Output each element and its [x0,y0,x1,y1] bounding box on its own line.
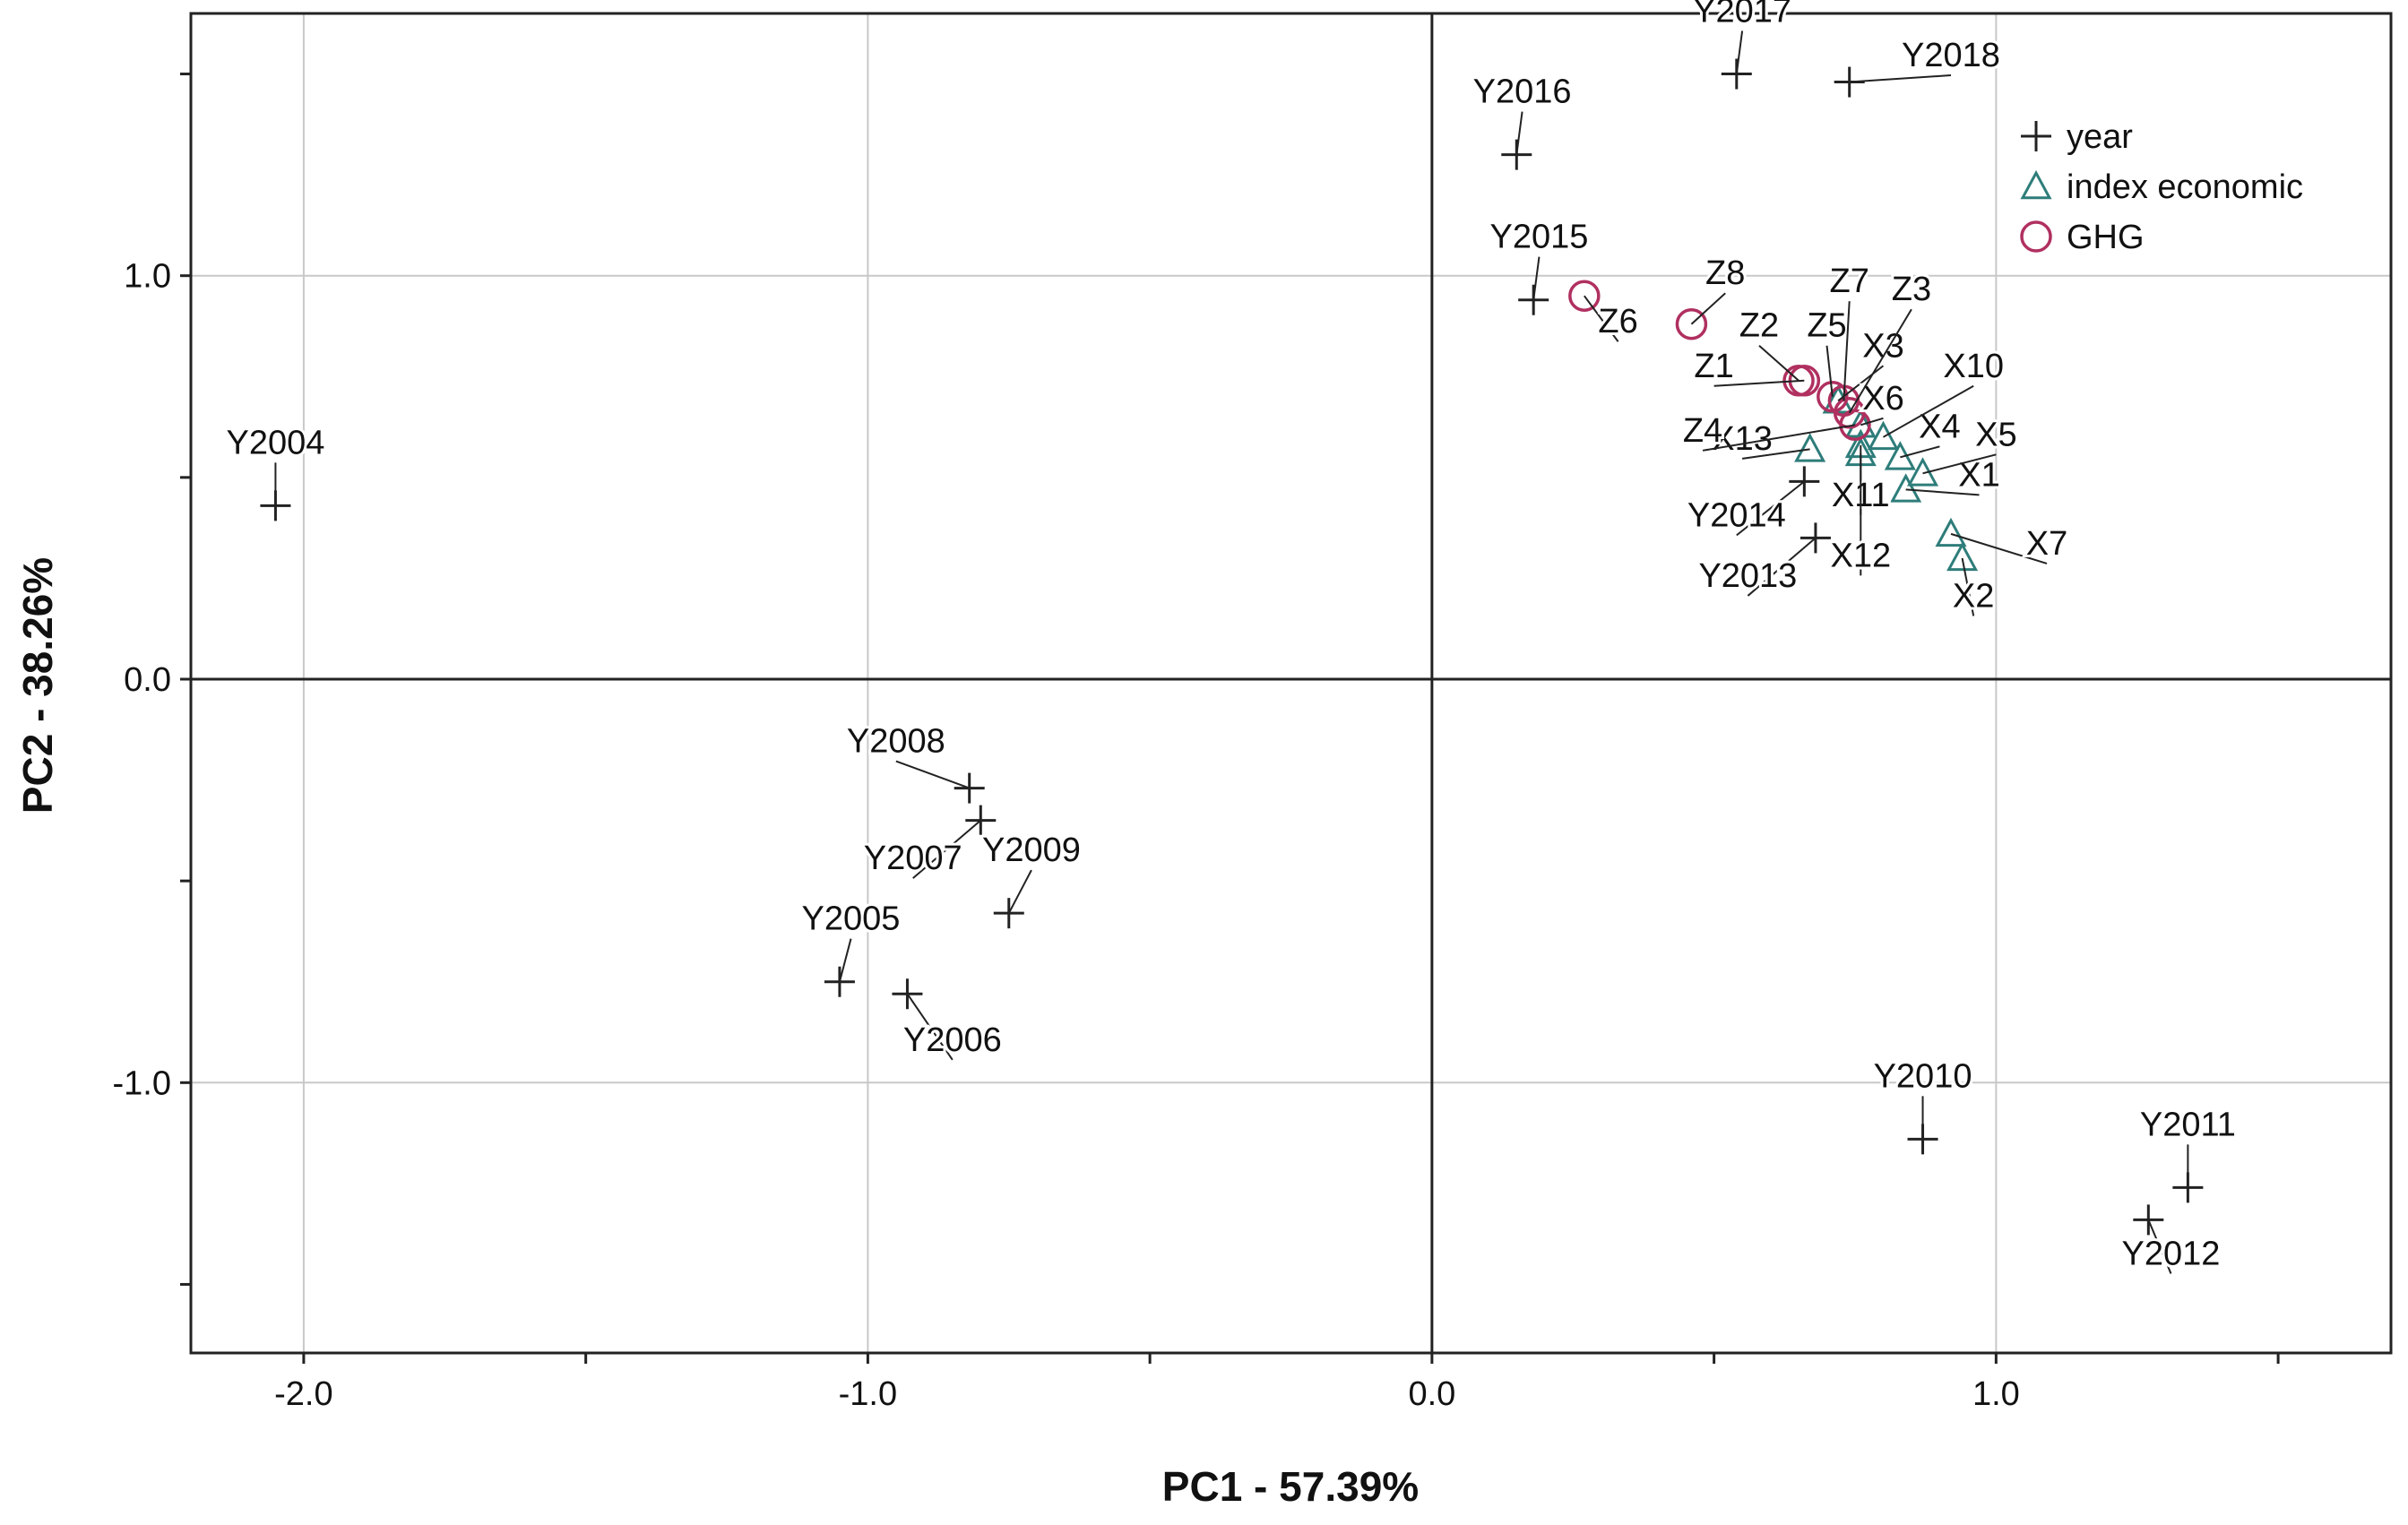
legend-label-index-economic: index economic [2067,168,2303,206]
leader-line [1905,488,1980,496]
leader-line [1882,384,1974,438]
point-label-z3: Z3 [1892,271,1931,308]
leader-line [906,993,954,1061]
point-label-x4: X4 [1919,408,1960,445]
point-x2 [1946,541,1979,572]
point-label-z4: Z4 [1683,412,1722,450]
leader-line [1713,379,1805,387]
y-tick-label: 0.0 [124,661,171,699]
point-label-y2015: Y2015 [1490,219,1589,256]
point-label-y2005: Y2005 [802,900,901,938]
x-tick-label: 1.0 [1972,1375,2020,1413]
point-label-z5: Z5 [1807,307,1846,345]
legend-marker-index-economic [2020,169,2052,200]
data-points [260,58,2204,1236]
point-label-x3: X3 [1862,327,1903,365]
point-label-y2016: Y2016 [1473,73,1572,111]
y-tick-label: 1.0 [124,258,171,296]
leader-line [1825,345,1834,397]
leader-line [1848,308,1912,414]
point-x13 [1794,433,1826,462]
point-label-y2017: Y2017 [1693,0,1791,30]
leader-line [1849,74,1952,83]
leader-line [912,819,981,879]
plot-frame [189,12,2393,1355]
y-axis-title: PC2 - 38.26% [14,557,61,814]
point-label-y2011: Y2011 [2140,1106,2236,1143]
leader-line [1758,344,1800,382]
point-label-x7: X7 [2026,525,2067,563]
point-label-z2: Z2 [1739,307,1779,345]
leader-line [1532,256,1541,300]
legend-label-GHG: GHG [2067,219,2145,256]
point-z6 [1568,280,1601,312]
point-label-x2: X2 [1953,577,1994,615]
point-z2 [1782,365,1815,397]
point-label-z7: Z7 [1830,263,1869,300]
x-tick-label: -2.0 [274,1375,332,1413]
leader-line [1843,301,1851,401]
leader-line [1747,537,1817,597]
x-axis-title: PC1 - 57.39% [1162,1463,1419,1510]
point-x7 [1935,517,1967,547]
point-label-y2018: Y2018 [1902,37,2000,74]
point-label-z8: Z8 [1705,254,1745,292]
leader-line [1950,532,2048,564]
legend-label-year: year [2067,118,2133,156]
point-label-y2010: Y2010 [1874,1057,1972,1095]
leader-line [1961,557,1975,616]
point-label-x12: X12 [1830,537,1891,574]
x-tick-label: 0.0 [1408,1375,1455,1413]
point-label-x6: X6 [1862,380,1903,418]
point-label-y2007: Y2007 [864,840,962,877]
point-x10 [1867,420,1899,451]
axes: -2.0 -1.0 0.0 1.0 1.0 0.0 -1.0 [113,12,2393,1413]
point-label-y2004: Y2004 [226,424,324,461]
legend-marker-GHG [2020,220,2052,253]
leader-line [1837,365,1885,402]
leader-line [1515,111,1523,155]
leader-line [1007,869,1032,914]
point-label-y2006: Y2006 [903,1021,1002,1059]
point-label-y2009: Y2009 [982,831,1081,869]
point-label-z1: Z1 [1694,348,1733,385]
leader-line [1735,30,1744,74]
point-label-x5: X5 [1975,416,2016,453]
leader-line [895,760,971,789]
point-label-z6: Z6 [1598,303,1637,340]
point-x6 [1844,409,1877,438]
point-label-x10: X10 [1943,348,2004,385]
leader-line [1702,424,1856,452]
legend-marker-year [2021,121,2051,151]
point-label-x13: X13 [1712,420,1773,458]
leader-line [1860,417,1884,426]
leader-line [1922,453,1997,475]
point-labels: Y2004 Y2005 Y2006 Y2007 Y2008 Y2009 Y2010 Y2011… [223,0,2238,1275]
leader-line [1584,295,1619,342]
point-label-y2008: Y2008 [847,723,945,761]
leader-line [1690,292,1726,325]
leader-line [1736,480,1805,537]
leader-line [838,938,852,982]
leader-line [2147,1219,2172,1274]
point-z8 [1675,307,1708,340]
y-tick-label: -1.0 [113,1064,171,1102]
point-label-y2012: Y2012 [2122,1235,2221,1272]
gridlines [191,13,2391,1353]
x-tick-label: -1.0 [839,1375,897,1413]
point-label-y2013: Y2013 [1698,557,1797,595]
leader-line [1900,445,1940,459]
legend: year index economic GHG [2020,118,2303,256]
point-x1 [1890,473,1922,503]
point-label-y2014: Y2014 [1687,496,1786,534]
leader-line [1741,448,1810,460]
